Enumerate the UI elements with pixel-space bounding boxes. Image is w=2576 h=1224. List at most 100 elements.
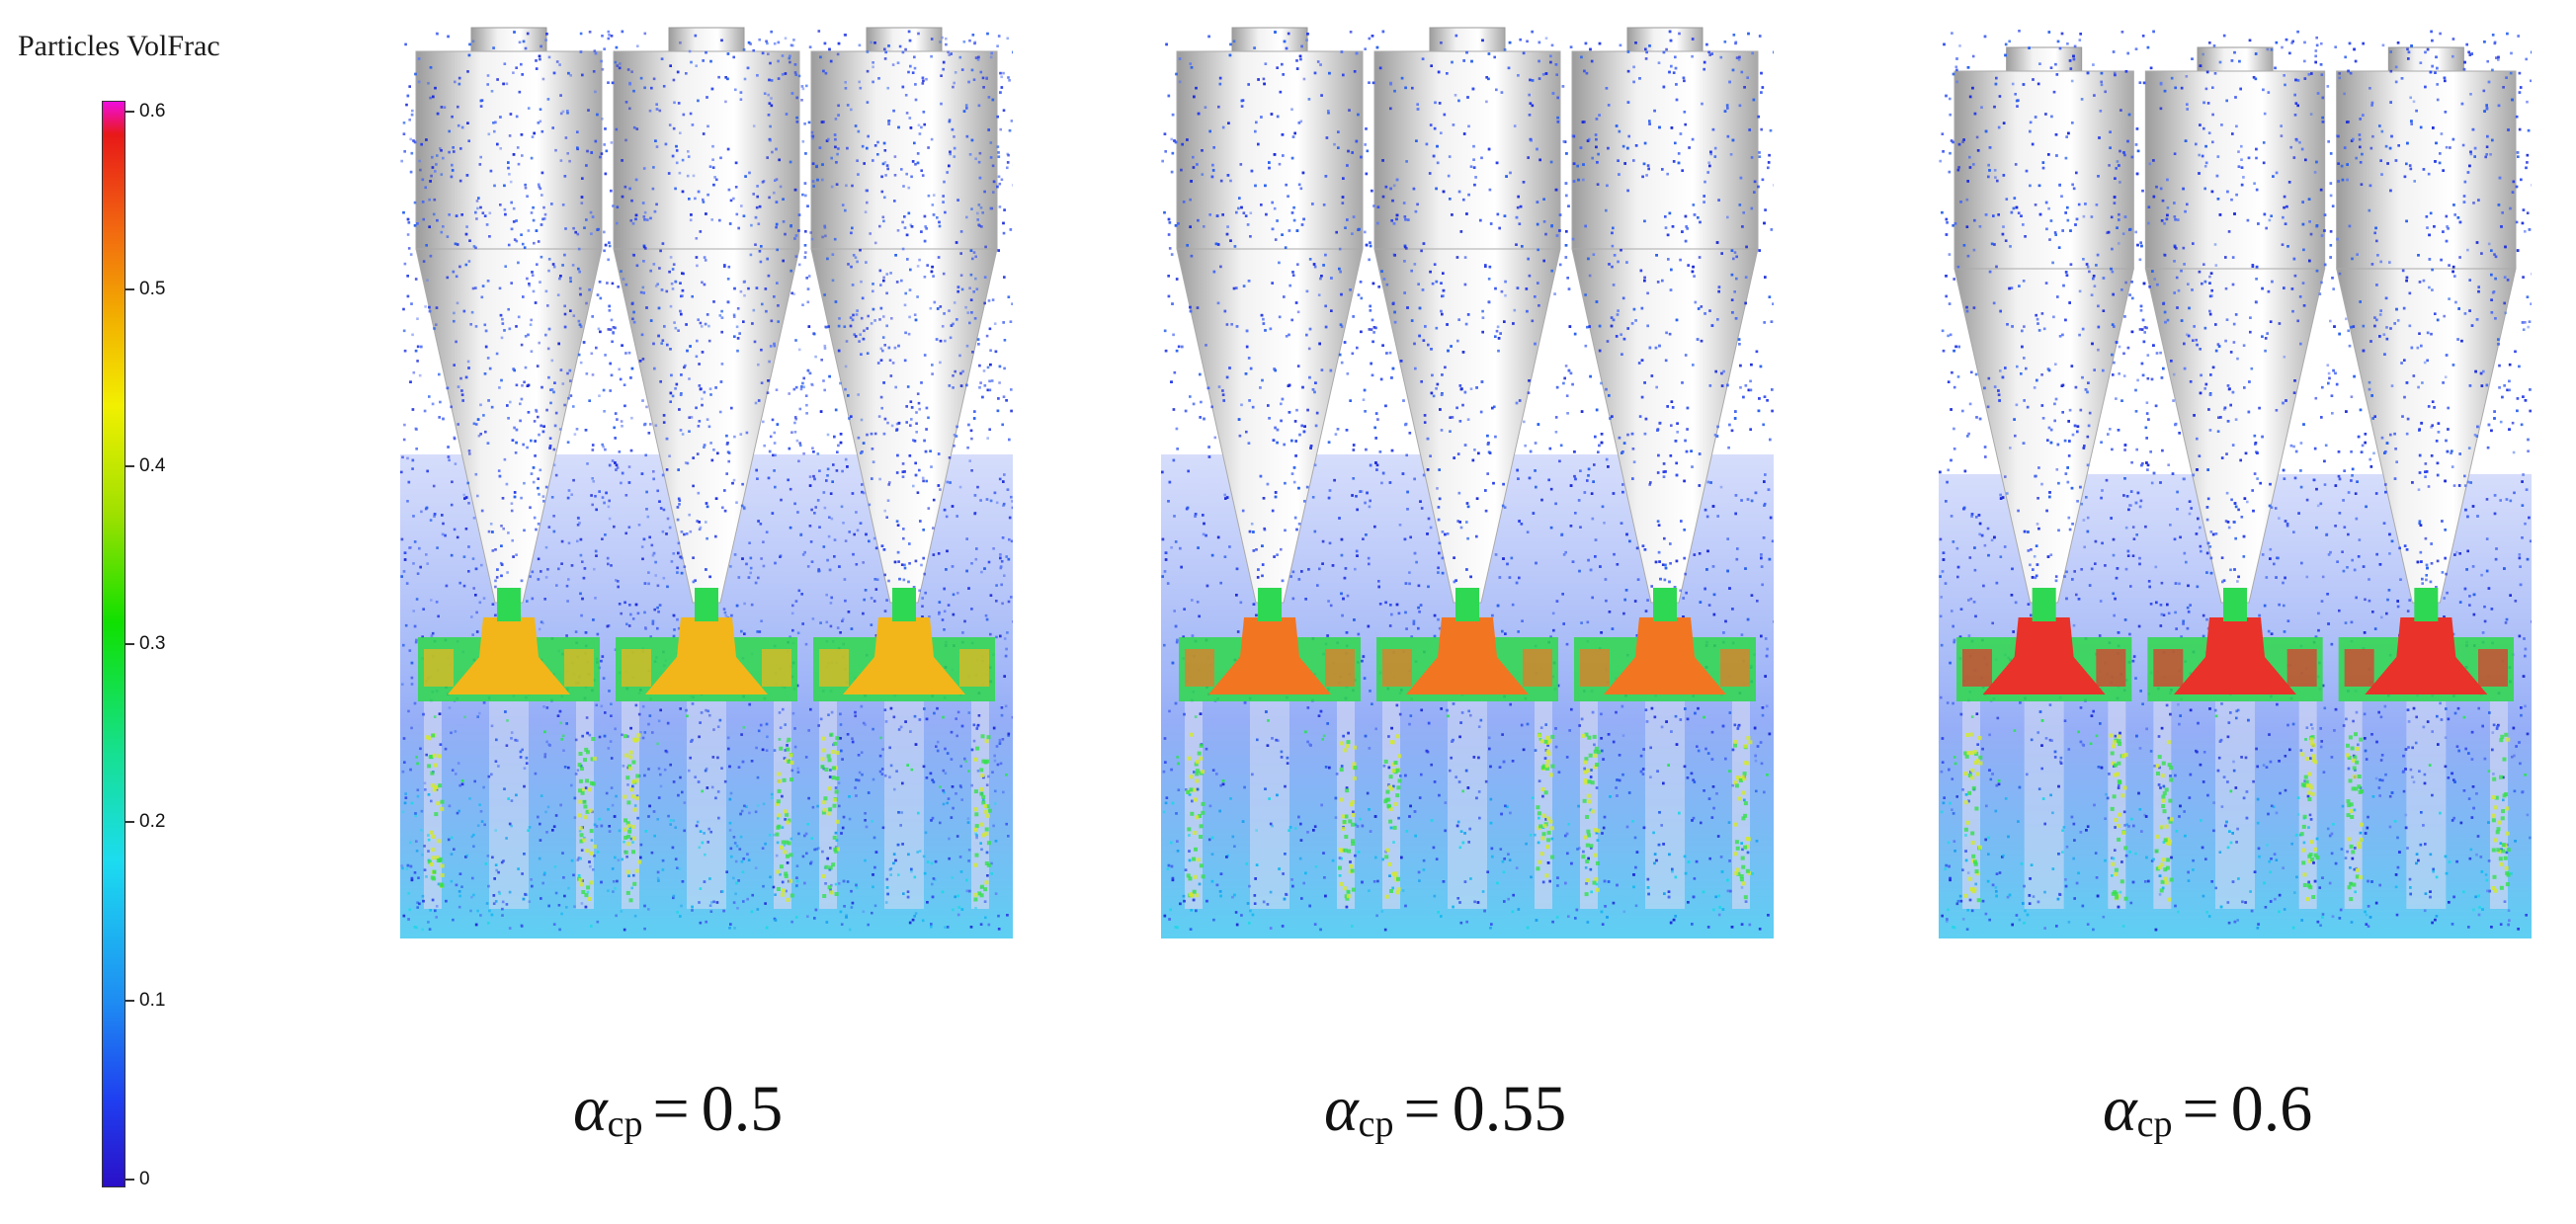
- peak-zone: [448, 617, 570, 694]
- simulation-panel-2: [1161, 27, 1774, 938]
- cyclone-outlet: [668, 27, 745, 54]
- simulation-panel-1: [400, 27, 1013, 938]
- dipleg: [2298, 701, 2317, 909]
- dipleg: [2108, 701, 2126, 909]
- bed-streaks: [1186, 732, 1753, 901]
- alpha-value: 0.5: [701, 1073, 784, 1145]
- cone-outflow: [1455, 588, 1479, 621]
- dipleg: [1535, 701, 1552, 909]
- colorbar-gradient: [102, 101, 125, 1187]
- colorbar-tick: [125, 1000, 134, 1002]
- high-volfrac-zone: [1956, 588, 2514, 701]
- cyclone-outlet: [1626, 27, 1703, 54]
- cyclone-cylinder: [415, 50, 603, 250]
- colorbar-tick-label: 0.6: [139, 101, 166, 122]
- dipleg: [884, 701, 924, 909]
- alpha-subscript: cp: [607, 1103, 643, 1145]
- cone-outflow: [2032, 588, 2056, 621]
- cyclone: [1373, 27, 1561, 909]
- alpha-value: 0.55: [1452, 1073, 1567, 1145]
- cyclone-array: [1939, 46, 2532, 938]
- peak-zone: [1406, 617, 1529, 694]
- colorbar-tick: [125, 465, 134, 467]
- cone-outflow: [2223, 588, 2247, 621]
- caption-panel-2: αcp = 0.55: [1324, 1072, 1566, 1147]
- cyclone: [1953, 46, 2134, 909]
- colorbar-tick-label: 0: [139, 1169, 150, 1189]
- cyclone-cone: [1373, 248, 1561, 604]
- particle-cloud: [1161, 30, 1774, 932]
- bed-streaks: [425, 732, 992, 903]
- cyclone-cylinder: [1953, 70, 2134, 270]
- dipleg: [1645, 701, 1685, 909]
- colorbar-tick-label: 0.3: [139, 633, 166, 654]
- alpha-symbol: α: [2103, 1073, 2137, 1145]
- colorbar-tick-label: 0.5: [139, 279, 166, 299]
- dipleg: [2215, 701, 2255, 909]
- peak-zone: [1604, 617, 1726, 694]
- alpha-subscript: cp: [2136, 1103, 2173, 1145]
- peak-zone: [1982, 617, 2106, 694]
- cone-outflow: [2414, 588, 2439, 621]
- colorbar-tick: [125, 643, 134, 645]
- cyclone-outlet: [866, 27, 943, 54]
- cone-outflow: [497, 588, 521, 621]
- colorbar-tick: [125, 111, 134, 113]
- peak-zone: [645, 617, 768, 694]
- cyclone-outlet: [1429, 27, 1506, 54]
- cyclone-cone: [613, 248, 800, 604]
- cyclone-cylinder: [1176, 50, 1364, 250]
- cyclone-cone: [2336, 268, 2517, 604]
- dipleg: [1448, 701, 1487, 909]
- cyclone-cone: [1176, 248, 1364, 604]
- cyclone-cone: [1571, 248, 1759, 604]
- bed-streaks: [1963, 732, 2511, 903]
- equals-sign: =: [652, 1073, 690, 1145]
- dipleg: [2406, 701, 2447, 909]
- dipleg: [1732, 701, 1750, 909]
- colorbar-tick-label: 0.1: [139, 990, 166, 1011]
- cone-outflow: [1653, 588, 1677, 621]
- colorbar-tick-label: 0.4: [139, 455, 166, 476]
- equals-sign: =: [2182, 1073, 2219, 1145]
- alpha-value: 0.6: [2230, 1073, 2313, 1145]
- dipleg: [1337, 701, 1355, 909]
- caption-panel-3: αcp = 0.6: [2103, 1072, 2312, 1147]
- cyclone: [415, 27, 603, 909]
- cyclone-cone: [415, 248, 603, 604]
- high-volfrac-zone: [418, 588, 995, 701]
- cyclone-cylinder: [1373, 50, 1561, 250]
- cyclone-array: [1161, 27, 1774, 938]
- cone-outflow: [695, 588, 718, 621]
- high-volfrac-zone: [1179, 588, 1756, 701]
- cyclone-cone: [1953, 268, 2134, 604]
- equals-sign: =: [1403, 1073, 1441, 1145]
- caption-panel-1: αcp = 0.5: [573, 1072, 783, 1147]
- dipleg: [2024, 701, 2064, 909]
- cone-outflow: [1258, 588, 1282, 621]
- colorbar-tick: [125, 1179, 134, 1181]
- dipleg: [2490, 701, 2508, 909]
- cyclone-cylinder: [2144, 70, 2326, 270]
- colorbar-title: Particles VolFrac: [18, 30, 220, 62]
- cyclone-cone: [2144, 268, 2326, 604]
- peak-zone: [1208, 617, 1331, 694]
- cyclone: [613, 27, 800, 909]
- colorbar-tick: [125, 821, 134, 823]
- simulation-panel-3: [1939, 30, 2532, 938]
- cyclone-outlet: [1231, 27, 1308, 54]
- alpha-subscript: cp: [1358, 1103, 1394, 1145]
- peak-zone: [843, 617, 965, 694]
- cyclone-array: [400, 27, 1013, 938]
- alpha-symbol: α: [1324, 1073, 1359, 1145]
- colorbar-tick: [125, 288, 134, 290]
- alpha-symbol: α: [573, 1073, 608, 1145]
- cyclone-outlet: [470, 27, 547, 54]
- dipleg: [687, 701, 726, 909]
- cyclone-cylinder: [613, 50, 800, 250]
- colorbar-tick-label: 0.2: [139, 811, 166, 832]
- cone-outflow: [892, 588, 916, 621]
- peak-zone: [2174, 617, 2296, 694]
- peak-zone: [2365, 617, 2488, 694]
